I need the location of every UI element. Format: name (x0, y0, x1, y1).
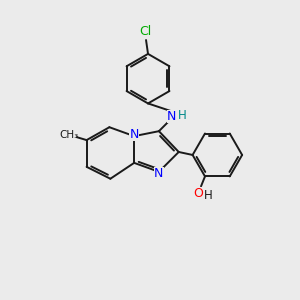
Text: H: H (178, 109, 187, 122)
Text: N: N (130, 128, 139, 141)
Text: N: N (167, 110, 176, 123)
Text: Cl: Cl (139, 25, 151, 38)
Text: CH₃: CH₃ (59, 130, 78, 140)
Text: N: N (154, 167, 164, 180)
Text: H: H (204, 189, 212, 202)
Text: O: O (193, 187, 203, 200)
